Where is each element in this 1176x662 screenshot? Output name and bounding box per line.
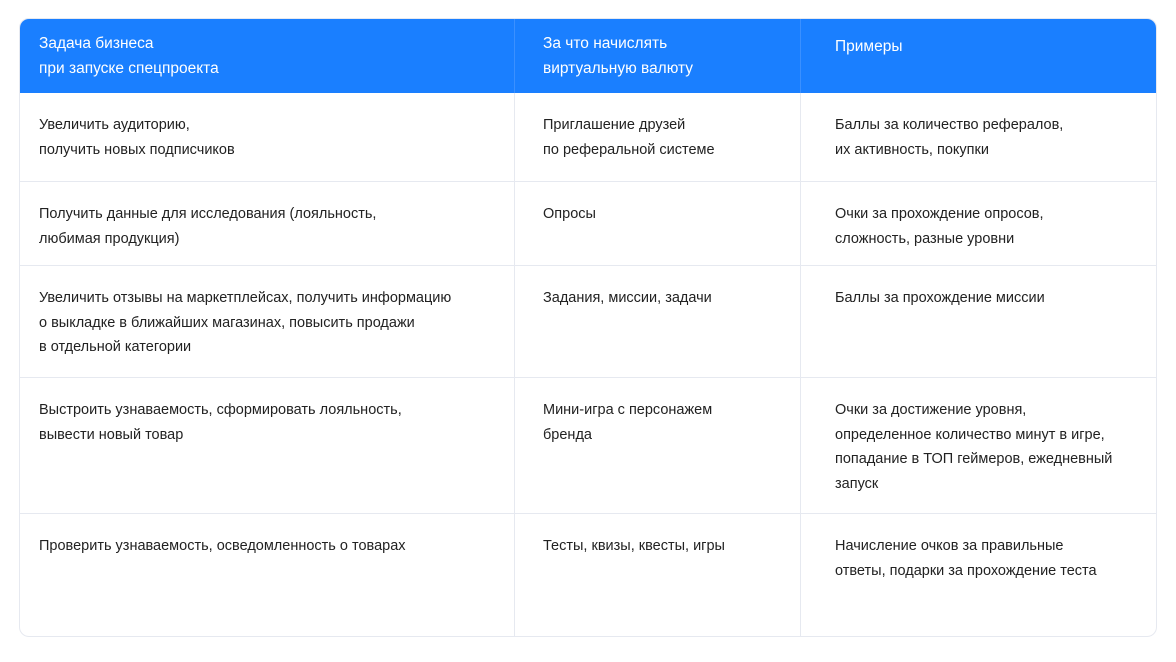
- table-row: Увеличить отзывы на маркетплейсах, получ…: [20, 266, 1156, 378]
- cell-example: Начисление очков за правильные ответы, п…: [835, 538, 1097, 579]
- comparison-table: Задача бизнеса при запуске спецпроекта З…: [19, 18, 1157, 637]
- header-examples-label: Примеры: [835, 37, 903, 55]
- cell-task: Проверить узнаваемость, осведомленность …: [20, 514, 515, 636]
- cell-reason: Опросы: [515, 182, 801, 265]
- header-examples: Примеры: [801, 19, 1156, 93]
- table-row: Увеличить аудиторию, получить новых подп…: [20, 93, 1156, 182]
- table-row: Получить данные для исследования (лояльн…: [20, 182, 1156, 266]
- cell-example: Очки за достижение уровня, определенное …: [835, 402, 1113, 492]
- cell-example: Очки за прохождение опросов, сложность, …: [835, 206, 1044, 247]
- table-row: Выстроить узнаваемость, сформировать лоя…: [20, 378, 1156, 514]
- cell-example: Баллы за прохождение миссии: [835, 290, 1045, 306]
- cell-task: Увеличить отзывы на маркетплейсах, получ…: [20, 266, 515, 377]
- table-header: Задача бизнеса при запуске спецпроекта З…: [20, 19, 1156, 93]
- header-currency-reason: За что начислять виртуальную валюту: [515, 19, 801, 93]
- cell-reason: Задания, миссии, задачи: [515, 266, 801, 377]
- table-row: Проверить узнаваемость, осведомленность …: [20, 514, 1156, 636]
- cell-task: Получить данные для исследования (лояльн…: [20, 182, 515, 265]
- cell-reason: Мини-игра с персонажем бренда: [515, 378, 801, 513]
- cell-reason: Приглашение друзей по реферальной систем…: [515, 93, 801, 181]
- header-business-task: Задача бизнеса при запуске спецпроекта: [20, 19, 515, 93]
- cell-reason: Тесты, квизы, квесты, игры: [515, 514, 801, 636]
- cell-example: Баллы за количество рефералов, их активн…: [835, 117, 1064, 158]
- cell-task: Увеличить аудиторию, получить новых подп…: [20, 93, 515, 181]
- cell-task: Выстроить узнаваемость, сформировать лоя…: [20, 378, 515, 513]
